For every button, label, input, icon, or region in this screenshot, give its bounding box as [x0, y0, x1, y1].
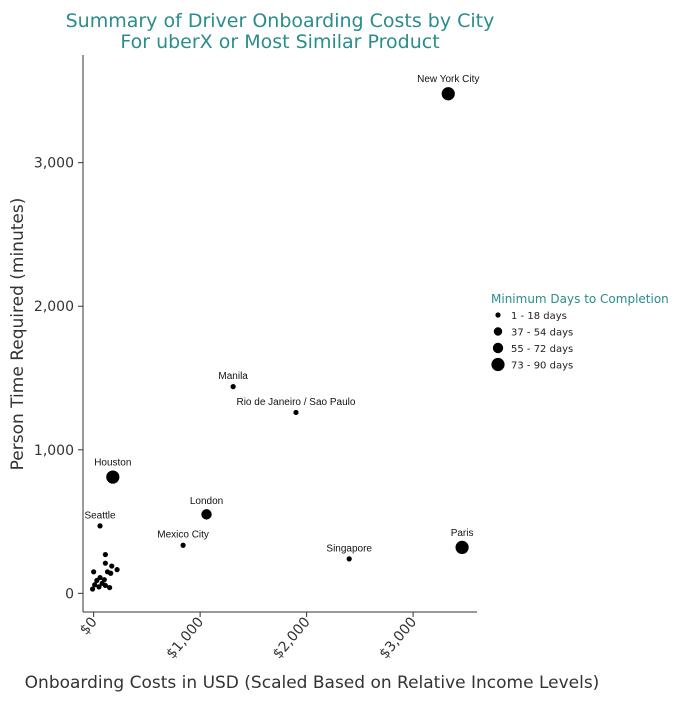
point-label: Singapore	[326, 543, 372, 554]
data-points	[89, 87, 469, 592]
chart-title-line-2: For uberX or Most Similar Product	[120, 31, 439, 53]
data-point	[102, 560, 108, 566]
data-point	[114, 567, 120, 573]
point-label: New York City	[417, 74, 479, 85]
data-point	[180, 542, 186, 548]
y-tick-label: 3,000	[34, 156, 74, 172]
x-tick-label: $1,000	[163, 614, 207, 662]
x-tick-label: $3,000	[376, 614, 420, 662]
data-point	[109, 563, 115, 569]
data-point	[108, 570, 114, 576]
legend-label: 37 - 54 days	[511, 328, 573, 339]
y-axis-label: Person Time Required (minutes)	[8, 198, 28, 471]
data-point	[91, 569, 97, 575]
point-label: Manila	[218, 371, 248, 382]
chart-title-line-1: Summary of Driver Onboarding Costs by Ci…	[66, 10, 495, 32]
chart-title: Summary of Driver Onboarding Costs by Ci…	[66, 10, 495, 53]
y-tick-label: 0	[65, 586, 74, 602]
y-tick-label: 2,000	[34, 299, 74, 315]
data-point	[230, 384, 236, 390]
data-point	[106, 470, 120, 484]
data-point	[94, 577, 100, 584]
point-label: Mexico City	[157, 530, 209, 541]
axes: 0 1,000 2,000 3,000 $0 $1,000 $2,000 $3,000	[34, 55, 477, 662]
legend-label: 73 - 90 days	[511, 361, 573, 372]
data-point	[455, 540, 469, 554]
x-tick-label: $0	[77, 614, 101, 638]
data-point	[96, 584, 102, 590]
legend-title: Minimum Days to Completion	[491, 292, 669, 306]
point-label: Seattle	[84, 510, 116, 521]
data-point	[346, 556, 352, 562]
data-point	[201, 509, 212, 520]
point-label: London	[190, 496, 223, 507]
point-labels: New York City Manila Rio de Janeiro / Sao …	[84, 74, 479, 554]
legend-label: 1 - 18 days	[511, 311, 567, 322]
data-point	[89, 586, 96, 592]
legend-marker	[493, 327, 503, 336]
x-axis-label: Onboarding Costs in USD (Scaled Based on…	[25, 673, 600, 693]
data-point	[441, 87, 455, 101]
legend: Minimum Days to Completion 1 - 18 days 37…	[491, 292, 669, 372]
legend-marker	[492, 342, 504, 354]
x-tick-label: $2,000	[270, 614, 314, 662]
point-label: Rio de Janeiro / Sao Paulo	[236, 397, 355, 408]
point-label: Paris	[451, 528, 474, 539]
data-point	[97, 523, 103, 529]
data-point	[107, 584, 113, 591]
legend-marker	[495, 312, 501, 318]
point-label: Houston	[94, 457, 131, 468]
legend-label: 55 - 72 days	[511, 344, 573, 355]
data-point	[293, 409, 299, 416]
data-point	[92, 582, 98, 588]
data-point	[102, 551, 108, 558]
y-tick-label: 1,000	[34, 443, 74, 459]
data-point	[102, 582, 108, 589]
legend-marker	[491, 357, 505, 372]
